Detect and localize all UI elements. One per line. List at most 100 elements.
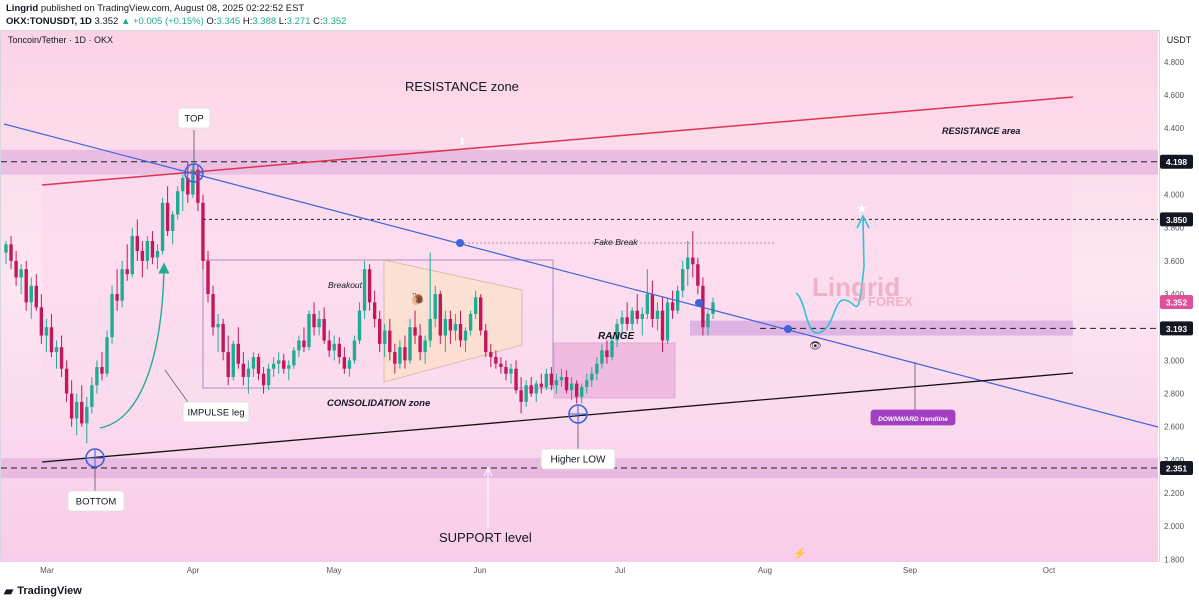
candle xyxy=(287,360,291,381)
candle xyxy=(691,231,695,278)
candle-body xyxy=(681,269,685,291)
candle xyxy=(660,297,665,353)
candle-body xyxy=(443,318,448,336)
candle xyxy=(458,310,463,348)
candle xyxy=(125,244,129,281)
downward-trendline-label: DOWNWARD trendline xyxy=(870,409,956,426)
candle-body xyxy=(312,313,316,328)
candle-body xyxy=(181,177,185,192)
candle xyxy=(317,310,321,336)
candle xyxy=(484,323,488,358)
candle xyxy=(201,194,205,270)
candle xyxy=(75,393,79,436)
candle-body xyxy=(176,191,180,215)
candle-body xyxy=(292,350,296,366)
candle xyxy=(59,335,64,377)
high-value: 3.388 xyxy=(252,16,277,27)
candle xyxy=(14,250,18,286)
candle xyxy=(115,269,119,311)
candle xyxy=(494,350,498,369)
candle-body xyxy=(95,367,99,386)
candle xyxy=(554,373,559,394)
candle xyxy=(347,357,352,377)
candle-body xyxy=(463,330,468,341)
candle-body xyxy=(110,294,114,338)
candle-body xyxy=(473,297,478,314)
candle-body xyxy=(549,373,554,386)
candle xyxy=(433,285,437,328)
downward-trendline xyxy=(3,123,1159,428)
candle-body xyxy=(686,257,690,270)
candle xyxy=(34,274,38,311)
x-tick-label: Oct xyxy=(1043,566,1056,575)
range-label: RANGE xyxy=(598,331,634,342)
price-tag-box xyxy=(1160,212,1193,227)
price-tag-box xyxy=(1160,154,1193,169)
candle-body xyxy=(115,294,119,301)
candle-body xyxy=(574,383,579,397)
candle xyxy=(393,343,397,374)
candle xyxy=(4,240,8,265)
change-value: ▲ +0.005 (+0.15%) xyxy=(120,16,204,27)
candle xyxy=(160,197,165,255)
fake-break-label: Fake Break xyxy=(594,237,638,247)
candle-body xyxy=(398,347,402,364)
candle-body xyxy=(4,244,8,253)
candle xyxy=(378,310,382,353)
candle-body xyxy=(544,373,549,387)
candle xyxy=(696,257,700,295)
candle-body xyxy=(494,357,498,364)
publisher-name: Lingrid xyxy=(6,3,39,14)
candle xyxy=(357,302,362,344)
candle-body xyxy=(559,376,564,381)
candle xyxy=(9,236,13,270)
candle-body xyxy=(645,294,650,314)
candle-body xyxy=(327,340,331,351)
y-tick-label: 2.600 xyxy=(1164,423,1185,432)
candle-body xyxy=(696,264,700,286)
candle-body xyxy=(90,385,94,407)
candle-body xyxy=(342,357,347,369)
candle-body xyxy=(580,386,584,397)
candle-body xyxy=(423,340,427,353)
price-tag-text: 3.352 xyxy=(1166,298,1188,308)
y-tick-label: 2.200 xyxy=(1164,489,1185,498)
candle xyxy=(29,277,33,319)
candle xyxy=(706,310,710,336)
candle xyxy=(95,360,99,394)
candle-body xyxy=(39,307,44,336)
candle xyxy=(165,186,170,237)
candle-body xyxy=(160,202,165,251)
candle-body xyxy=(706,313,710,328)
x-tick-label: Jul xyxy=(615,566,625,575)
candle-body xyxy=(317,318,321,328)
candle xyxy=(372,290,377,328)
candle xyxy=(630,307,634,331)
candle xyxy=(64,360,69,402)
eye-icon: 👁 xyxy=(809,341,822,352)
candle-body xyxy=(297,340,301,351)
y-tick-label: 2.000 xyxy=(1164,522,1185,531)
candle xyxy=(130,227,134,278)
bottom-label-box xyxy=(67,490,125,512)
candle-body xyxy=(24,269,28,303)
x-tick-label: May xyxy=(326,566,341,575)
price-tag-text: 3.850 xyxy=(1166,215,1188,225)
resistance-area-label: RESISTANCE area xyxy=(942,126,1020,136)
symbol-label: OKX:TONUSDT, 1D xyxy=(6,16,92,27)
candle-body xyxy=(655,310,660,319)
candle xyxy=(529,376,533,397)
candle xyxy=(443,310,448,353)
candle xyxy=(610,335,614,361)
resistance-zone-label: RESISTANCE zone xyxy=(405,79,519,94)
candle xyxy=(635,294,639,324)
candle-body xyxy=(266,368,271,386)
candle-body xyxy=(453,323,458,331)
candle-body xyxy=(600,350,604,364)
inner-zone-box xyxy=(42,175,1072,370)
candle-body xyxy=(211,294,215,328)
candle xyxy=(337,337,341,364)
candle xyxy=(90,376,94,414)
candle xyxy=(585,373,589,394)
